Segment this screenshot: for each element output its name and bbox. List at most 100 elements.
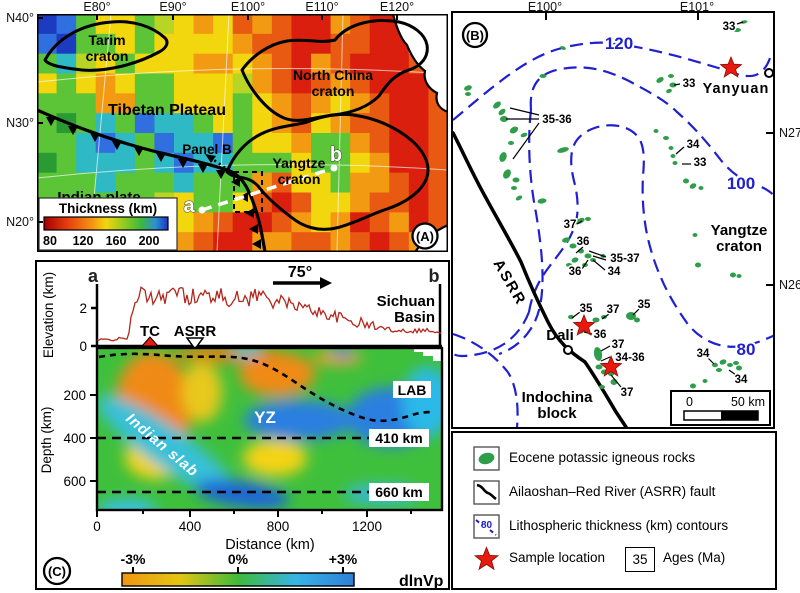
heatmap-cell — [271, 14, 292, 35]
x-tick-1200: 1200 — [352, 519, 382, 534]
heatmap-cell — [369, 33, 390, 55]
thrust-tooth — [216, 170, 226, 179]
age-leader-line — [736, 21, 744, 25]
heatmap-cell — [56, 172, 77, 193]
transect-ab-line — [201, 166, 335, 212]
b-axis-e100: E100° — [527, 0, 563, 14]
label-point-a: a — [183, 195, 195, 217]
age-label: 37 — [612, 339, 625, 351]
heatmap-cell — [115, 14, 136, 35]
igneous-rock-blob — [672, 161, 678, 165]
heatmap-cell — [193, 33, 214, 55]
igneous-rock-blob — [520, 132, 528, 138]
ages-label: Ages (Ma) — [663, 550, 726, 565]
heatmap-cell — [193, 133, 214, 154]
heatmap-cell — [252, 152, 273, 174]
igneous-rock-blob — [668, 146, 674, 150]
heatmap-cell — [330, 172, 351, 193]
heatmap-cell — [311, 192, 331, 213]
cb-tick-80: 80 — [43, 234, 57, 248]
heatmap-cell — [311, 33, 331, 55]
heatmap-cell — [213, 53, 234, 74]
scale-bar: 0 50 km — [670, 390, 771, 426]
thrust-tooth — [249, 224, 258, 234]
heatmap-cell — [369, 14, 390, 35]
age-leader-line — [576, 220, 583, 225]
ages-value-box: 35 — [625, 547, 655, 572]
heatmap-cell — [56, 53, 77, 74]
scale-end: 50 km — [731, 395, 765, 409]
heatmap-cell — [271, 152, 292, 174]
profile-b-label: b — [429, 266, 440, 286]
igneous-rock-blob — [593, 347, 603, 361]
heatmap-cell — [271, 93, 292, 114]
thrust-tooth — [245, 208, 254, 218]
age-label: 37 — [607, 304, 620, 316]
heatmap-cell — [213, 172, 234, 193]
igneous-rock-blob — [698, 186, 704, 190]
heatmap-cell — [428, 192, 449, 213]
igneous-rock-blob — [670, 154, 676, 158]
label-tarim-1: Tarim — [88, 32, 125, 48]
heatmap-cell — [408, 192, 429, 213]
heatmap-cell — [369, 192, 390, 213]
heatmap-cell — [115, 172, 136, 193]
sample-star-icon — [473, 546, 500, 571]
heatmap-cell — [213, 33, 234, 55]
heatmap-cell — [311, 14, 331, 35]
panel-c-cross-section: a b 75° Sichuan Basin 2 0 Elevatio — [35, 260, 450, 590]
igneous-rock-blob — [669, 82, 677, 88]
igneous-rock-blob — [493, 101, 501, 109]
panel-b-arrowhead — [205, 154, 216, 163]
heatmap-cell — [271, 73, 292, 94]
contour-100-arch — [529, 66, 776, 197]
d660-label-box — [369, 483, 429, 501]
age-label: 34 — [608, 266, 621, 278]
heatmap-cell — [134, 53, 155, 74]
age-leader-line — [610, 374, 622, 388]
thrust-tooth — [46, 117, 56, 126]
a-axis-e80: E80° — [83, 0, 111, 14]
tarim-outline — [43, 20, 169, 72]
heatmap-cell — [428, 133, 449, 154]
heatmap-cell — [134, 172, 155, 193]
profile-a-label: a — [88, 266, 99, 286]
contour-sw-corner — [452, 332, 519, 428]
igneous-rock-blob — [465, 92, 471, 96]
craton-outlines — [43, 19, 430, 231]
thrust-tooth — [252, 239, 261, 249]
thickness-contours — [452, 41, 776, 428]
thrust-tooth — [90, 133, 100, 142]
age-label: 35-37 — [610, 253, 639, 265]
heatmap-cell — [232, 93, 253, 114]
heatmap-cell — [154, 53, 175, 74]
igneous-rock-blob — [663, 136, 669, 140]
heatmap-cell — [174, 33, 194, 55]
heatmap-cell — [389, 152, 410, 174]
heatmap-cell — [95, 73, 116, 94]
heatmap-cell — [232, 152, 253, 174]
a-axis-e100: E100° — [230, 0, 266, 14]
d410-label-box — [369, 429, 429, 447]
heatmap-cell — [252, 73, 273, 94]
a-axis-n30: N30° — [6, 116, 34, 130]
heatmap-cell — [115, 33, 136, 55]
heatmap-cell — [174, 93, 194, 114]
igneous-rock-blob — [515, 195, 523, 201]
age-label: 34 — [735, 374, 748, 386]
igneous-rock-blob — [733, 28, 741, 32]
heatmap-cell — [56, 152, 77, 174]
heatmap-cell — [330, 73, 351, 94]
heatmap-cell — [232, 133, 253, 154]
age-label: 34-36 — [615, 352, 644, 364]
label-tarim-2: craton — [86, 48, 129, 64]
igneous-rock-blob — [727, 363, 733, 367]
heatmap-cell — [232, 232, 253, 253]
asrr-fault — [451, 131, 628, 429]
age-label: 35-36 — [542, 114, 571, 126]
heatmap-cell — [350, 33, 371, 55]
cbar-tick-neg3: -3% — [121, 551, 146, 567]
label-indochina-1: Indochina — [522, 389, 593, 406]
heatmap-cell — [154, 133, 175, 154]
